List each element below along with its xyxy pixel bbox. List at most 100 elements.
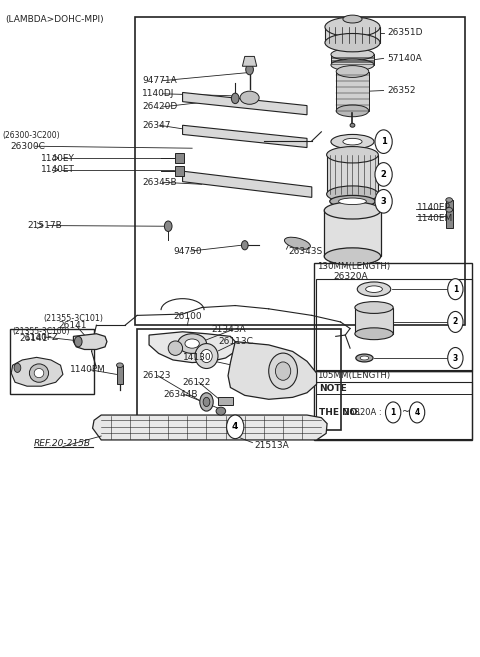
Polygon shape <box>228 342 317 399</box>
Text: 26420D: 26420D <box>142 102 177 112</box>
Ellipse shape <box>326 147 378 163</box>
Ellipse shape <box>336 66 369 78</box>
Text: 14130: 14130 <box>182 353 211 362</box>
Text: 4: 4 <box>414 408 420 417</box>
Text: 26123: 26123 <box>142 371 170 380</box>
Text: 26352: 26352 <box>387 86 416 95</box>
Bar <box>175 166 184 176</box>
Ellipse shape <box>324 202 381 219</box>
Ellipse shape <box>325 34 380 52</box>
Text: 21343A: 21343A <box>211 325 246 334</box>
Text: 3: 3 <box>453 353 458 363</box>
Ellipse shape <box>355 302 393 313</box>
Circle shape <box>241 240 248 250</box>
Ellipse shape <box>446 198 453 202</box>
Bar <box>355 307 393 334</box>
Circle shape <box>385 402 401 423</box>
Circle shape <box>409 402 425 423</box>
Circle shape <box>231 93 239 104</box>
Ellipse shape <box>360 356 369 360</box>
Ellipse shape <box>178 334 206 353</box>
Bar <box>331 55 374 65</box>
Text: 21517B: 21517B <box>27 221 62 230</box>
Text: (LAMBDA>DOHC-MPI): (LAMBDA>DOHC-MPI) <box>5 15 104 24</box>
Ellipse shape <box>330 195 375 207</box>
Ellipse shape <box>325 17 380 37</box>
Ellipse shape <box>357 282 391 296</box>
Bar <box>324 210 381 256</box>
Text: 26100: 26100 <box>173 312 202 321</box>
Text: 1140FZ: 1140FZ <box>24 332 59 342</box>
Text: 26351D: 26351D <box>387 28 423 37</box>
Bar <box>117 365 123 384</box>
Polygon shape <box>11 357 63 386</box>
Ellipse shape <box>276 362 291 380</box>
Polygon shape <box>93 415 327 440</box>
Text: 21513A: 21513A <box>254 441 289 449</box>
Ellipse shape <box>356 354 373 362</box>
Polygon shape <box>242 57 257 66</box>
Text: 1140DJ: 1140DJ <box>142 89 174 99</box>
Circle shape <box>448 279 463 300</box>
Circle shape <box>448 311 463 332</box>
Bar <box>218 397 233 405</box>
Text: 26320A :: 26320A : <box>344 408 382 417</box>
Circle shape <box>227 415 244 439</box>
Circle shape <box>448 348 463 369</box>
Text: 1: 1 <box>453 284 458 294</box>
Ellipse shape <box>366 286 383 292</box>
Polygon shape <box>149 332 235 363</box>
Text: 1140EY: 1140EY <box>41 154 75 162</box>
Circle shape <box>203 397 210 407</box>
Text: 26320A: 26320A <box>333 271 368 281</box>
Ellipse shape <box>355 328 393 340</box>
Text: 26141: 26141 <box>20 334 48 344</box>
Polygon shape <box>182 171 312 197</box>
Ellipse shape <box>34 369 44 378</box>
Text: 130MM(LENGTH): 130MM(LENGTH) <box>317 262 390 271</box>
Text: 94771A: 94771A <box>142 76 177 85</box>
Text: 1: 1 <box>381 137 386 146</box>
Polygon shape <box>73 334 107 350</box>
Ellipse shape <box>331 135 374 149</box>
Text: 26300C: 26300C <box>10 142 45 150</box>
Circle shape <box>375 130 392 154</box>
Circle shape <box>375 189 392 213</box>
Text: REF.20-215B: REF.20-215B <box>34 439 91 447</box>
Polygon shape <box>182 93 307 115</box>
Ellipse shape <box>195 344 218 369</box>
Text: 26344B: 26344B <box>163 390 198 399</box>
Text: 3: 3 <box>381 197 386 206</box>
Ellipse shape <box>331 49 374 60</box>
Circle shape <box>74 336 82 347</box>
Ellipse shape <box>336 105 369 117</box>
Text: 26122: 26122 <box>182 378 211 387</box>
Ellipse shape <box>326 186 378 202</box>
Ellipse shape <box>343 15 362 23</box>
Text: 94750: 94750 <box>173 246 202 256</box>
Text: 26343S: 26343S <box>288 246 322 256</box>
Ellipse shape <box>285 237 311 249</box>
Ellipse shape <box>343 139 362 145</box>
Text: 26345B: 26345B <box>142 178 177 187</box>
Ellipse shape <box>269 353 298 389</box>
Ellipse shape <box>331 59 374 71</box>
Text: 1140EM: 1140EM <box>417 214 453 223</box>
Circle shape <box>375 163 392 186</box>
Circle shape <box>14 363 21 373</box>
Text: NOTE: NOTE <box>319 384 347 393</box>
Text: 1140FM: 1140FM <box>70 365 106 374</box>
Text: 1140ET: 1140ET <box>41 166 75 174</box>
Polygon shape <box>182 125 307 148</box>
Bar <box>446 200 453 218</box>
Text: 1: 1 <box>391 408 396 417</box>
Text: 26141: 26141 <box>58 321 86 330</box>
Ellipse shape <box>185 339 199 348</box>
Text: (26300-3C200): (26300-3C200) <box>2 131 60 140</box>
Ellipse shape <box>446 208 453 212</box>
Ellipse shape <box>350 124 355 127</box>
Ellipse shape <box>201 350 212 363</box>
Ellipse shape <box>338 198 366 204</box>
Bar <box>446 210 453 228</box>
Circle shape <box>246 64 253 75</box>
